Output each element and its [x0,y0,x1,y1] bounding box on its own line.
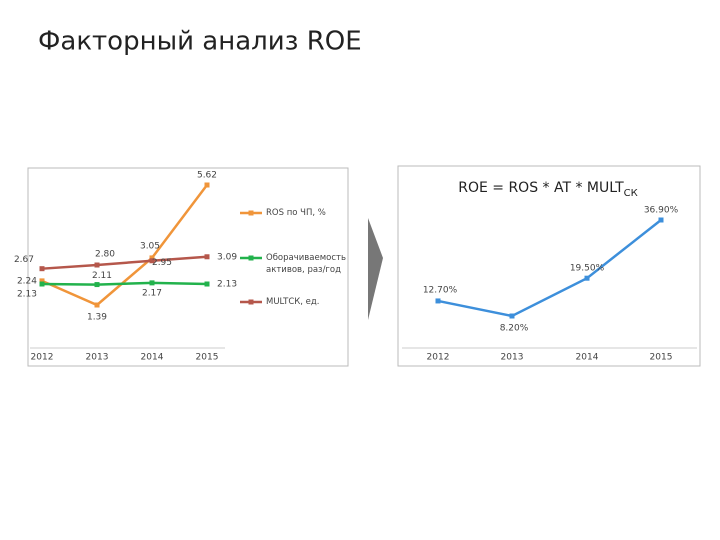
data-point [435,298,441,304]
legend: Оборачиваемость активов, раз/год [266,253,346,275]
data-label: 2.17 [142,288,162,298]
data-point [509,313,515,319]
data-point [149,258,155,264]
chart-frame [397,165,701,367]
data-point [204,182,210,188]
data-point [204,254,210,260]
data-label: 2.24 [17,276,37,286]
data-label: 36.90% [644,206,679,216]
x-tick-label: 2012 [427,353,450,363]
data-label: 12.70% [423,285,458,295]
title-main: ROE = ROS * AT * MULT [458,180,624,196]
legend-swatch [248,210,254,216]
data-line [41,255,208,270]
x-tick-label: 2013 [501,353,524,363]
data-point [39,278,45,284]
data-point [39,266,45,272]
legend-label: Оборачиваемость активов, раз/год [266,253,346,275]
data-line [41,184,208,307]
data-point [204,281,210,287]
x-tick-label: 2014 [576,353,599,363]
data-point [658,217,664,223]
data-label: 2.13 [217,280,237,290]
data-label: 8.20% [500,324,529,334]
data-label: 2.13 [17,290,37,300]
arrow [368,218,383,320]
data-label: 3.05 [140,241,160,251]
x-tick-label: 2012 [31,353,54,363]
data-label: 2.80 [95,250,115,260]
data-point [149,255,155,261]
data-point [94,302,100,308]
data-label: 2.95 [152,258,172,268]
slide-title: Факторный анализ ROE [38,27,362,57]
data-line [41,281,208,286]
title-sub: СК [624,188,638,199]
legend-swatch [248,255,254,261]
data-line [437,219,662,318]
data-label: 19.50% [570,264,605,274]
legend-label: ROS по ЧП, % [266,208,326,218]
chart-title: ROE = ROS * AT * MULTСК [458,180,638,199]
x-tick-label: 2015 [650,353,673,363]
data-label: 5.62 [197,171,217,181]
data-point [584,275,590,281]
legend: MULTСК, ед. [266,297,320,307]
data-label: 2.67 [14,255,34,265]
x-tick-label: 2015 [196,353,219,363]
data-label: 1.39 [87,313,107,323]
legend-label: MULTСК, ед. [266,297,320,307]
data-label: 3.09 [217,252,237,262]
data-point [39,281,45,287]
legend-swatch [248,299,254,305]
x-tick-label: 2014 [141,353,164,363]
x-tick-label: 2013 [86,353,109,363]
data-point [149,280,155,286]
data-label: 2.11 [92,271,112,281]
data-point [94,262,100,268]
legend: ROS по ЧП, % [266,208,326,218]
data-point [94,282,100,288]
